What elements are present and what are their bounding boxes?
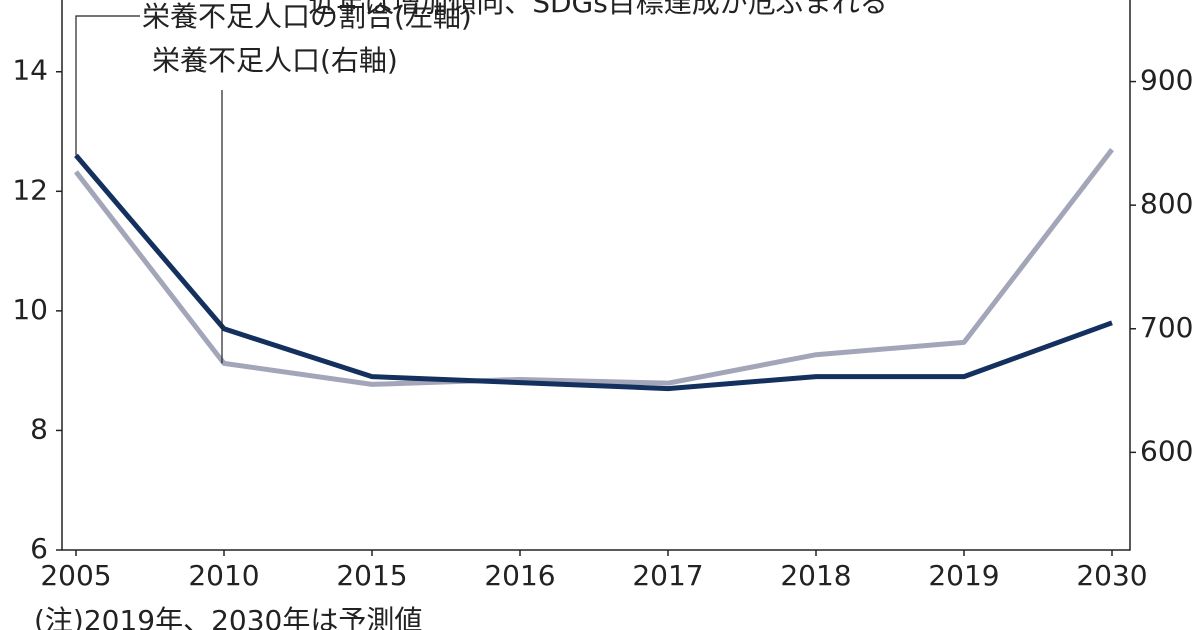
y-tick-label: 14 (12, 54, 48, 87)
series-line (74, 148, 1114, 387)
x-tick-label: 2019 (928, 559, 999, 592)
x-tick-label: 2015 (336, 559, 407, 592)
y2-tick-label: 600 (1140, 434, 1193, 467)
x-tick-label: 2030 (1076, 559, 1147, 592)
note: (注)2019年、2030年は予測値 (34, 604, 422, 630)
axis-frame (61, 0, 1131, 551)
y2-tick-label: 700 (1140, 311, 1193, 344)
x-tick-label: 2017 (632, 559, 703, 592)
x-tick-label: 2016 (484, 559, 555, 592)
y-tick-label: 12 (12, 173, 48, 206)
series-line (74, 153, 1113, 392)
chart-title: 近年は増加傾向、SDGs目標達成が危ぶまれる (308, 0, 888, 19)
series-label: 栄養不足人口(右軸) (152, 44, 398, 77)
leader-line (75, 15, 140, 156)
y-tick-label: 8 (30, 412, 48, 445)
series-label: 栄養不足人口の割合(左軸) (142, 0, 472, 33)
x-tick-label: 2018 (780, 559, 851, 592)
y-tick-label: 10 (12, 293, 48, 326)
y2-tick-label: 900 (1140, 64, 1193, 97)
y2-tick-label: 800 (1140, 187, 1193, 220)
x-tick-label: 2005 (40, 559, 111, 592)
x-tick-label: 2010 (188, 559, 259, 592)
y-tick-label: 6 (30, 532, 48, 565)
